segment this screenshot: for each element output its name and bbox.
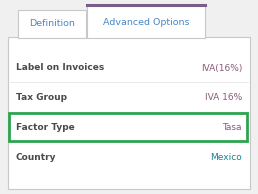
Text: Tasa: Tasa: [222, 124, 242, 133]
Text: Tax Group: Tax Group: [16, 94, 67, 102]
Text: Mexico: Mexico: [210, 153, 242, 163]
Bar: [87, 5, 205, 38]
Text: IVA(16%): IVA(16%): [201, 63, 242, 73]
Text: Country: Country: [16, 153, 57, 163]
Text: Factor Type: Factor Type: [16, 124, 75, 133]
Text: Definition: Definition: [29, 20, 75, 29]
Bar: [18, 10, 86, 38]
Text: Label on Invoices: Label on Invoices: [16, 63, 104, 73]
Bar: [8, 37, 250, 189]
Text: IVA 16%: IVA 16%: [205, 94, 242, 102]
Bar: [9, 113, 247, 141]
Text: Advanced Options: Advanced Options: [103, 18, 189, 27]
